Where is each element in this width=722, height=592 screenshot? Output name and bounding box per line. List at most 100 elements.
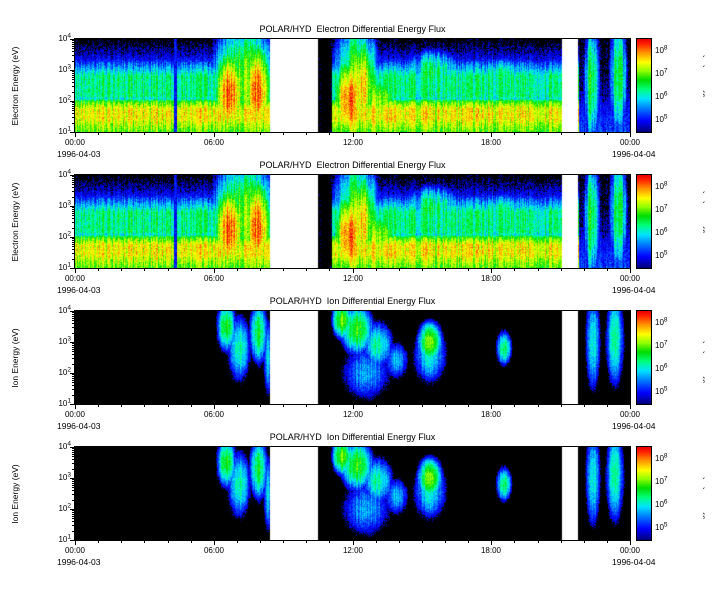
colorbar-tick-value-exponent: 6 (663, 498, 668, 506)
colorbar-tick-label: 106 (655, 91, 668, 102)
y-tick-minor (72, 253, 74, 254)
y-tick-value-base: 10 (58, 535, 68, 544)
x-tick-major (75, 405, 76, 409)
y-tick-minor (72, 182, 74, 183)
y-tick-minor (72, 86, 74, 87)
colorbar-tick-label: 108 (655, 453, 668, 464)
y-tick-value: 103 (58, 472, 71, 482)
y-tick-value: 101 (58, 534, 71, 544)
x-tick-minor (121, 541, 122, 543)
x-tick-minor (168, 405, 169, 407)
y-tick-value-base: 10 (58, 504, 68, 513)
y-tick-minor (72, 55, 74, 56)
y-tick-minor (72, 452, 74, 453)
y-tick-label: 104 (40, 305, 71, 316)
x-tick-minor (306, 133, 307, 135)
y-tick-value: 104 (58, 441, 71, 451)
x-tick-minor (514, 133, 515, 135)
y-tick-minor (72, 514, 74, 515)
x-tick-minor (376, 133, 377, 135)
x-tick-minor (237, 133, 238, 135)
colorbar-unit-label: Diff. Energy Flux (1/(cm^2-s-sr-eV)) (703, 310, 705, 405)
x-tick-major (353, 541, 354, 545)
spectrogram-canvas-ion-2 (75, 447, 630, 540)
y-tick-minor (72, 240, 74, 241)
colorbar-tick-value-base: 10 (655, 318, 664, 327)
colorbar-tick-value-exponent: 5 (663, 385, 668, 393)
x-tick-minor (283, 405, 284, 407)
y-tick-minor (72, 180, 74, 181)
y-tick-value-base: 10 (58, 337, 68, 346)
x-tick-minor (399, 269, 400, 271)
y-tick-minor (72, 73, 74, 74)
x-tick-minor (237, 269, 238, 271)
y-axis-label-wrap: Electron Energy (eV) (8, 39, 22, 132)
y-tick-minor (72, 218, 74, 219)
y-tick-value: 101 (58, 398, 71, 408)
y-tick-minor (72, 211, 74, 212)
y-axis-label: Ion Energy (eV) (10, 327, 20, 388)
y-tick-minor (72, 320, 74, 321)
colorbar-tick-value: 105 (655, 114, 668, 124)
y-tick-major (70, 342, 74, 343)
y-tick-minor (72, 531, 74, 532)
y-tick-label: 102 (40, 367, 71, 378)
x-tick-label: 06:00 (203, 410, 225, 419)
x-tick-minor (260, 133, 261, 135)
y-tick-value-exponent: 4 (67, 32, 71, 40)
y-tick-major (70, 311, 74, 312)
panel-title: POLAR/HYD Electron Differential Energy F… (259, 24, 446, 34)
y-tick-minor (72, 450, 74, 451)
y-tick-minor (72, 374, 74, 375)
y-tick-minor (72, 51, 74, 52)
colorbar-tick-value: 107 (655, 68, 668, 78)
y-tick-value-base: 10 (58, 368, 68, 377)
y-tick-value-base: 10 (58, 442, 68, 451)
x-tick-minor (514, 405, 515, 407)
x-tick-minor (422, 405, 423, 407)
x-tick-major (75, 541, 76, 545)
y-tick-value-base: 10 (58, 399, 68, 408)
y-axis-label: Electron Energy (eV) (10, 182, 20, 261)
colorbar-tick-value: 108 (655, 181, 668, 191)
y-tick-value-base: 10 (58, 65, 68, 74)
y-tick-value-base: 10 (58, 201, 68, 210)
y-tick-major (70, 373, 74, 374)
y-tick-minor (72, 209, 74, 210)
y-tick-minor (72, 207, 74, 208)
colorbar-tick-value-base: 10 (655, 205, 664, 214)
y-tick-value-base: 10 (58, 232, 68, 241)
y-tick-minor (72, 382, 74, 383)
y-tick-minor (72, 518, 74, 519)
x-tick-minor (98, 133, 99, 135)
spectrogram-canvas-ion-1 (75, 311, 630, 404)
colorbar-tick-value-exponent: 6 (663, 362, 668, 370)
colorbar-tick-value: 106 (655, 498, 668, 509)
x-tick-label: 12:00 (342, 274, 364, 283)
colorbar-tick-label: 107 (655, 204, 668, 215)
colorbar-tick-value-exponent: 6 (663, 226, 668, 234)
x-tick-minor (98, 269, 99, 271)
y-tick-minor (72, 521, 74, 522)
x-tick-major (491, 133, 492, 137)
x-tick-minor (468, 541, 469, 543)
x-tick-minor (607, 405, 608, 407)
y-tick-value: 104 (58, 305, 71, 315)
y-tick-minor (72, 197, 74, 198)
y-tick-minor (72, 75, 74, 76)
y-tick-minor (72, 380, 74, 381)
x-tick-minor (329, 541, 330, 543)
y-tick-major (70, 268, 74, 269)
x-tick-minor (514, 541, 515, 543)
y-tick-minor (72, 349, 74, 350)
y-tick-minor (72, 459, 74, 460)
x-tick-major (75, 133, 76, 137)
y-tick-label: 104 (40, 32, 71, 44)
y-tick-value: 101 (58, 126, 71, 136)
colorbar-tick-label: 107 (655, 476, 668, 487)
x-tick-minor (98, 405, 99, 407)
y-tick-minor (72, 48, 74, 49)
x-tick-minor (98, 541, 99, 543)
colorbar-tick-value-base: 10 (655, 92, 664, 101)
y-tick-minor (72, 46, 74, 47)
